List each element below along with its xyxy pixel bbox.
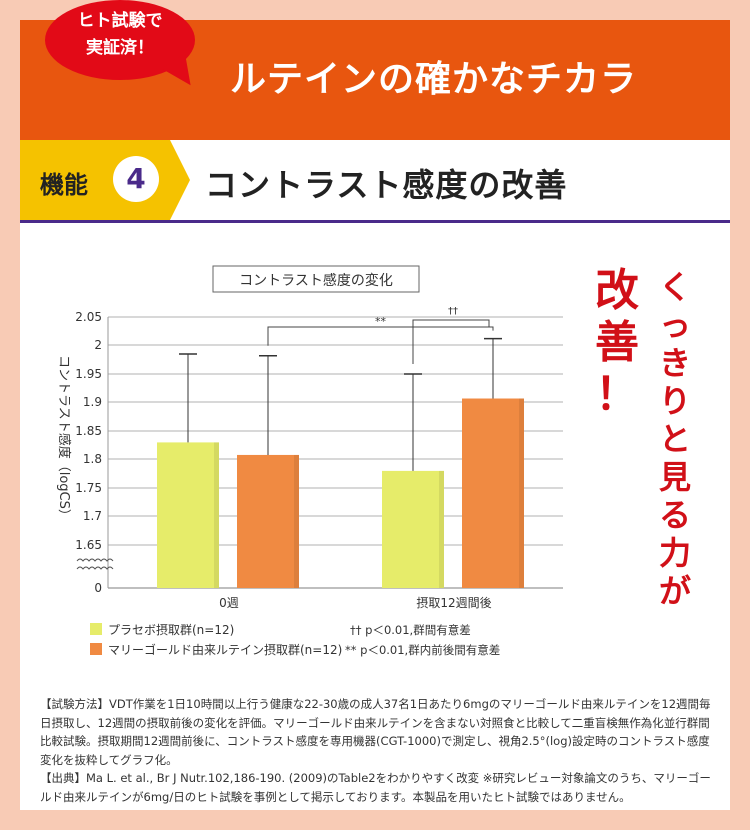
- function-tag: [20, 140, 190, 220]
- callout-sub-char: く: [658, 268, 691, 306]
- bar: [462, 398, 524, 588]
- callout-sub-char: と: [658, 420, 691, 458]
- axis-break: [76, 558, 114, 562]
- bar-shade: [214, 442, 219, 588]
- callout-sub-char: っ: [658, 306, 691, 344]
- function-number: 4: [113, 156, 159, 202]
- callout-sub-char: 力: [658, 534, 691, 572]
- sig-note-star: ** p＜0.01,群内前後間有意差: [345, 643, 500, 657]
- function-underline: [20, 220, 730, 223]
- contrast-chart: コントラスト感度の変化 2.05 2 1.95 1.9 1.85 1.8 1.75 1.7 1.6…: [56, 265, 563, 657]
- badge-text: ヒト試験で 実証済！: [45, 8, 195, 62]
- y-tick-label: 1.65: [75, 538, 102, 552]
- legend-swatch: [90, 643, 102, 655]
- callout-main: 改善！: [595, 265, 639, 421]
- bar: [157, 442, 219, 588]
- callout-sub-char: が: [658, 572, 691, 610]
- callout-sub-char: る: [658, 496, 691, 534]
- callout-sub-char: り: [658, 382, 691, 420]
- bar-shade: [439, 470, 444, 588]
- x-tick-label: 0週: [219, 596, 239, 610]
- sig-bracket-dagger: [412, 319, 490, 364]
- header-title: ルテインの確かなチカラ: [230, 59, 638, 100]
- axis-break: [76, 566, 114, 570]
- bar-shade: [294, 454, 299, 588]
- y-tick-label: 0: [94, 581, 102, 595]
- source-note: 【出典】Ma L. et al., Br J Nutr.102,186-190.…: [40, 771, 711, 804]
- bar: [237, 454, 299, 588]
- function-label: 機能: [40, 171, 88, 199]
- y-tick-label: 1.7: [83, 509, 102, 523]
- chart-title: コントラスト感度の変化: [239, 272, 393, 289]
- callout-main-char: ！: [595, 369, 639, 420]
- y-tick-label: 1.85: [75, 424, 102, 438]
- legend-label: マリーゴールド由来ルテイン摂取群(n=12): [108, 642, 342, 657]
- y-tick-label: 1.8: [83, 452, 102, 466]
- callout-main-char: 改: [595, 265, 639, 316]
- study-notes: 【試験方法】VDT作業を1日10時間以上行う健康な22-30歳の成人37名1日あ…: [40, 695, 715, 806]
- method-note: 【試験方法】VDT作業を1日10時間以上行う健康な22-30歳の成人37名1日あ…: [40, 697, 711, 767]
- badge-bubble: [45, 0, 195, 80]
- bar: [382, 470, 444, 588]
- callout-sub-char: 見: [658, 458, 691, 496]
- bar-shade: [519, 398, 524, 588]
- y-tick-label: 1.9: [83, 395, 102, 409]
- legend-swatch: [90, 623, 102, 635]
- chart-title-box: [212, 265, 420, 293]
- badge-line1: ヒト試験で: [77, 11, 163, 31]
- sig-bracket-star: [267, 326, 494, 346]
- badge-line2: 実証済！: [86, 38, 154, 58]
- sig-dagger-label: ††: [448, 306, 458, 317]
- x-tick-label: 摂取12週間後: [416, 595, 491, 610]
- y-axis-label: コントラスト感度（logCS）: [56, 355, 72, 522]
- y-tick-label: 1.75: [75, 481, 102, 495]
- y-tick-label: 2.05: [75, 310, 102, 324]
- y-tick-label: 1.95: [75, 367, 102, 381]
- sig-star-label: **: [375, 315, 387, 328]
- legend-label: プラセボ摂取群(n=12): [108, 622, 234, 637]
- sig-note-dagger: †† p＜0.01,群間有意差: [350, 623, 471, 637]
- y-tick-label: 2: [94, 338, 102, 352]
- callout-sub: くっきりと見る力が: [655, 268, 695, 610]
- function-title: コントラスト感度の改善: [205, 166, 568, 204]
- callout-sub-char: き: [658, 344, 691, 382]
- callout-main-char: 善: [595, 317, 639, 368]
